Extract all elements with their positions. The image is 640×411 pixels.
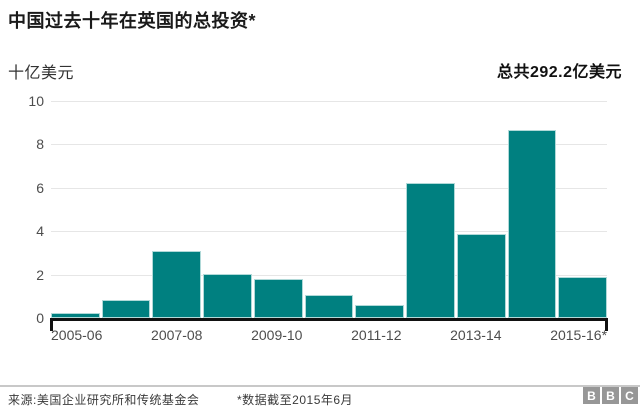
total-annotation: 总共292.2亿美元 (496, 64, 622, 81)
bar-chart-plot-area (50, 101, 608, 331)
x-tick-label-2011-12: 2011-12 (351, 327, 402, 343)
y-tick-label-2: 2 (36, 266, 44, 283)
bbc-logo-block-0: B (583, 387, 600, 404)
chart-title: 中国过去十年在英国的总投资* (8, 11, 257, 31)
y-tick-label-8: 8 (36, 136, 44, 153)
bar-2 (152, 250, 202, 318)
bar-6 (355, 304, 405, 318)
x-tick-spacer (401, 327, 450, 343)
x-tick-spacer (102, 327, 151, 343)
gridline-10 (51, 101, 607, 102)
bars-layer (51, 101, 608, 318)
x-tick-spacer (202, 327, 251, 343)
bar-5 (304, 295, 354, 318)
y-axis-unit-label: 十亿美元 (8, 65, 75, 82)
source-label: 来源:美国企业研究所和传统基金会 (8, 393, 200, 407)
footnote: *数据截至2015年6月 (237, 393, 354, 407)
gridline-4 (51, 231, 607, 233)
footer-divider (0, 385, 640, 387)
gridline-6 (51, 187, 607, 189)
bar-1 (101, 299, 151, 318)
bar-4 (253, 278, 303, 318)
bar-9 (507, 130, 557, 318)
y-tick-label-10: 10 (28, 93, 44, 109)
bbc-logo-block-2: C (621, 387, 638, 404)
bar-7 (406, 183, 455, 318)
x-axis-tick-labels: 2005-06 2007-08 2009-10 2011-12 2013-14 2015-… (51, 327, 607, 343)
x-tick-spacer (502, 327, 551, 343)
x-tick-label-2015-16*: 2015-16* (550, 327, 608, 343)
x-tick-label-2009-10: 2009-10 (251, 327, 303, 343)
x-tick-label-2005-06: 2005-06 (51, 327, 103, 343)
bar-0 (51, 312, 100, 318)
x-axis-baseline (51, 318, 607, 321)
y-tick-label-6: 6 (36, 179, 44, 196)
x-tick-label-2007-08: 2007-08 (151, 327, 203, 343)
bar-10 (558, 276, 608, 318)
gridline-8 (51, 144, 607, 146)
bar-8 (456, 234, 506, 318)
y-tick-label-0: 0 (36, 310, 44, 326)
x-axis-right-end-tick (605, 318, 608, 331)
x-tick-spacer (302, 327, 351, 343)
bbc-logo-block-1: B (602, 387, 619, 404)
bar-3 (203, 273, 252, 318)
x-axis-left-end-tick (50, 318, 53, 331)
y-tick-label-4: 4 (36, 223, 44, 240)
x-tick-label-2013-14: 2013-14 (450, 327, 502, 343)
gridline-2 (51, 274, 607, 276)
